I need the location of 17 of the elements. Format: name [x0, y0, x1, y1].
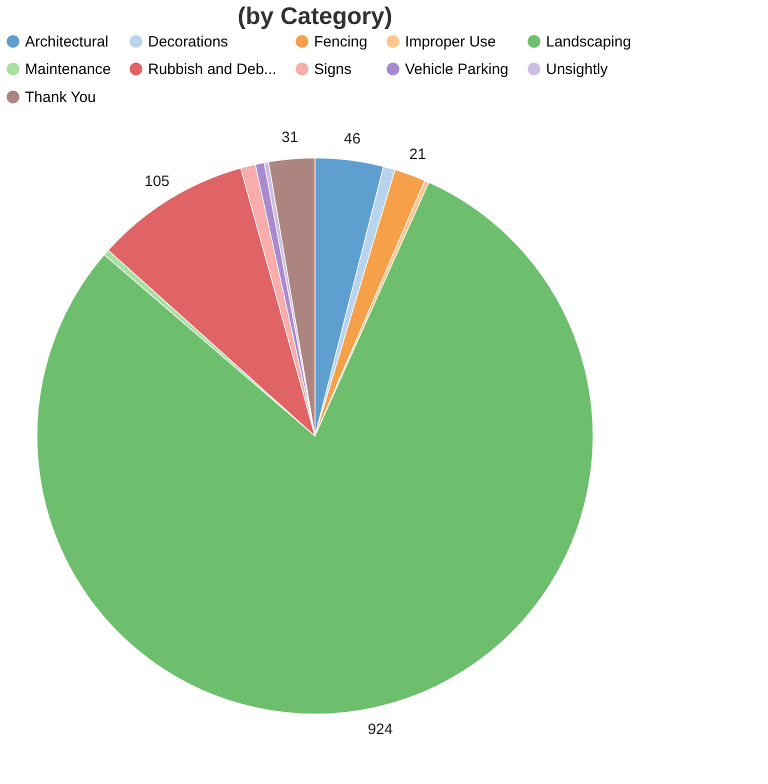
legend-label: Vehicle Parking — [405, 61, 508, 78]
chart-title: (by Category) — [238, 3, 392, 30]
data-label: 924 — [368, 720, 393, 738]
data-label: 21 — [409, 146, 426, 164]
legend-label: Rubbish and Deb... — [148, 61, 276, 78]
legend-label: Thank You — [25, 89, 96, 106]
legend-label: Signs — [314, 61, 352, 78]
legend-label: Unsightly — [546, 61, 608, 78]
legend-label: Decorations — [148, 33, 228, 50]
data-label: 105 — [144, 172, 170, 190]
legend-label: Landscaping — [546, 33, 632, 50]
legend-label: Maintenance — [25, 61, 111, 78]
legend-label: Architectural — [25, 33, 108, 50]
data-label: 31 — [282, 129, 298, 146]
legend-label: Fencing — [314, 33, 368, 50]
data-label: 46 — [344, 130, 361, 148]
legend-label: Improper Use — [405, 33, 496, 50]
